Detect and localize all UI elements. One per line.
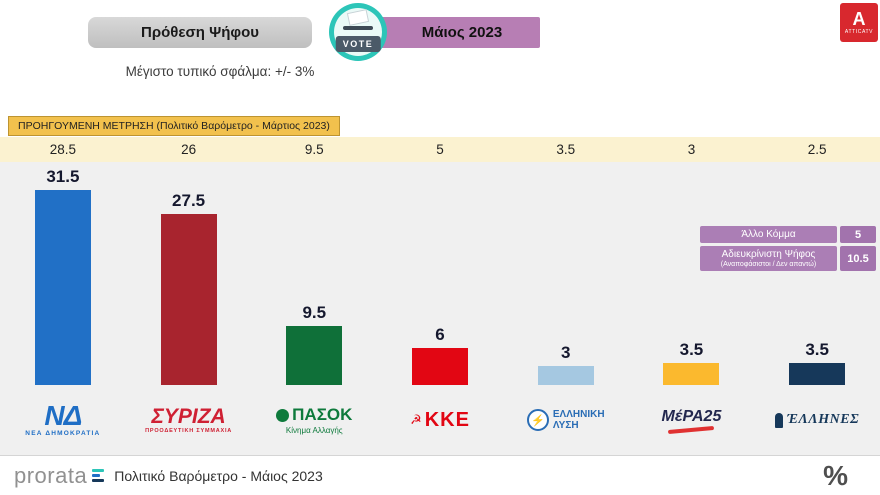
prev-value-mera25: 3 [687, 142, 696, 157]
syriza-logo-text: ΣΥΡΙΖΑ [151, 404, 226, 428]
party-column-syriza: 27.5 ΣΥΡΙΖΑ ΠΡΟΟΔΕΥΤΙΚΗ ΣΥΜΜΑΧΙΑ [126, 162, 252, 455]
prorata-logo: prorata [14, 462, 88, 488]
prorata-bars-icon [92, 469, 105, 482]
prev-value-kke: 5 [436, 142, 444, 157]
pasok-sun-icon [276, 408, 290, 422]
bar-pasok [286, 326, 343, 385]
bar-mera25 [663, 363, 720, 385]
atticatv-logo: A ATTICATV [840, 3, 878, 42]
party-logo-mera25: ΜέΡΑ25 [629, 385, 755, 455]
legend-row-other: Άλλο Κόμμα 5 [700, 226, 876, 243]
warrior-figure-icon [775, 413, 784, 428]
ballot-slot-icon [343, 26, 373, 30]
footer-title: Πολιτικό Βαρόμετρο - Μάιος 2023 [114, 467, 323, 484]
prev-value-syriza: 26 [181, 142, 197, 157]
bar-value-label: 6 [435, 325, 445, 344]
bar-value-label: 27.5 [172, 191, 206, 210]
legend-undecided-label: Αδιευκρίνιστη Ψήφος (Αναποφάσιστοι / Δεν… [700, 246, 837, 271]
bar-elliniki-lysi [537, 366, 594, 385]
atticatv-text: ATTICATV [844, 29, 874, 35]
previous-values-row: 28.5 26 9.5 5 3.5 3 2.5 [0, 137, 880, 162]
bar-value-label: 3.5 [679, 340, 704, 359]
vote-badge-icon: VOTE [329, 3, 387, 61]
party-logo-ellines: ΈΛΛΗΝΕΣ [754, 385, 880, 455]
party-logo-nea-dimokratia: ΝΔ ΝΕΑ ΔΗΜΟΚΡΑΤΙΑ [0, 385, 126, 455]
prev-value-lysi: 3.5 [556, 142, 576, 157]
lightning-icon: ⚡ [531, 414, 545, 427]
footer: prorata Πολιτικό Βαρόμετρο - Μάιος 2023 … [0, 455, 880, 495]
syriza-logo-subtext: ΠΡΟΟΔΕΥΤΙΚΗ ΣΥΜΜΑΧΙΑ [145, 427, 233, 434]
nd-logo-text: ΝΔ [44, 400, 82, 431]
party-column-pasok: 9.5 ΠΑΣΟΚ Κίνημα Αλλαγής [251, 162, 377, 455]
lysi-logo-text-line1: ΕΛΛΗΝΙΚΗ [552, 409, 605, 420]
party-column-ellines: 3.5 ΈΛΛΗΝΕΣ [754, 162, 880, 455]
party-logo-pasok: ΠΑΣΟΚ Κίνημα Αλλαγής [251, 385, 377, 455]
mera25-logo-text: ΜέΡΑ25 [661, 408, 722, 425]
bar-value-label: 31.5 [46, 167, 80, 186]
pasok-logo-subtext: Κίνημα Αλλαγής [285, 426, 343, 435]
atticatv-letter: A [852, 9, 866, 29]
legend: Άλλο Κόμμα 5 Αδιευκρίνιστη Ψήφος (Αναποφ… [700, 226, 876, 271]
previous-measurement-tag: ΠΡΟΗΓΟΥΜΕΝΗ ΜΕΤΡΗΣΗ (Πολιτικό Βαρόμετρο … [8, 116, 340, 136]
bar-ellines [789, 363, 846, 385]
prev-value-pasok: 9.5 [304, 142, 324, 157]
legend-other-label: Άλλο Κόμμα [700, 226, 837, 243]
party-logo-elliniki-lysi: ⚡ ΕΛΛΗΝΙΚΗ ΛΥΣΗ [503, 385, 629, 455]
legend-other-value: 5 [840, 226, 876, 243]
vote-label: VOTE [335, 36, 381, 52]
party-column-nd: 31.5 ΝΔ ΝΕΑ ΔΗΜΟΚΡΑΤΙΑ [0, 162, 126, 455]
lysi-logo-text-line2: ΛΥΣΗ [552, 420, 579, 431]
party-column-kke: 6 ☭ ΚΚΕ [377, 162, 503, 455]
party-logo-syriza: ΣΥΡΙΖΑ ΠΡΟΟΔΕΥΤΙΚΗ ΣΥΜΜΑΧΙΑ [126, 385, 252, 455]
party-column-elliniki-lysi: 3 ⚡ ΕΛΛΗΝΙΚΗ ΛΥΣΗ [503, 162, 629, 455]
bar-value-label: 3.5 [805, 340, 829, 359]
page-title: Πρόθεση Ψήφου [88, 17, 312, 48]
bar-kke [412, 348, 469, 385]
nd-logo-subtext: ΝΕΑ ΔΗΜΟΚΡΑΤΙΑ [25, 430, 101, 437]
prev-value-nd: 28.5 [49, 142, 76, 157]
bar-nd [34, 190, 91, 385]
bar-syriza [160, 214, 217, 385]
ellines-logo-text: ΈΛΛΗΝΕΣ [787, 412, 860, 427]
percent-icon: % [823, 459, 848, 491]
bar-chart: 31.5 ΝΔ ΝΕΑ ΔΗΜΟΚΡΑΤΙΑ 27.5 ΣΥΡΙΖΑ ΠΡΟΟΔ… [0, 162, 880, 455]
party-logo-kke: ☭ ΚΚΕ [377, 385, 503, 455]
pasok-logo-text: ΠΑΣΟΚ [292, 405, 353, 424]
party-column-mera25: 3.5 ΜέΡΑ25 [629, 162, 755, 455]
legend-row-undecided: Αδιευκρίνιστη Ψήφος (Αναποφάσιστοι / Δεν… [700, 246, 876, 271]
mera25-swoosh-icon [668, 426, 715, 434]
prev-value-ellines: 2.5 [807, 142, 827, 157]
hammer-sickle-icon: ☭ [410, 412, 422, 427]
legend-undecided-value: 10.5 [840, 246, 876, 271]
kke-logo-text: ΚΚΕ [424, 408, 470, 431]
compass-icon: ⚡ [526, 409, 549, 431]
bar-value-label: 3 [561, 343, 571, 362]
bar-value-label: 9.5 [302, 303, 327, 322]
error-margin-note: Μέγιστο τυπικό σφάλμα: +/- 3% [125, 64, 315, 79]
period-label: Μάιος 2023 [358, 17, 540, 48]
